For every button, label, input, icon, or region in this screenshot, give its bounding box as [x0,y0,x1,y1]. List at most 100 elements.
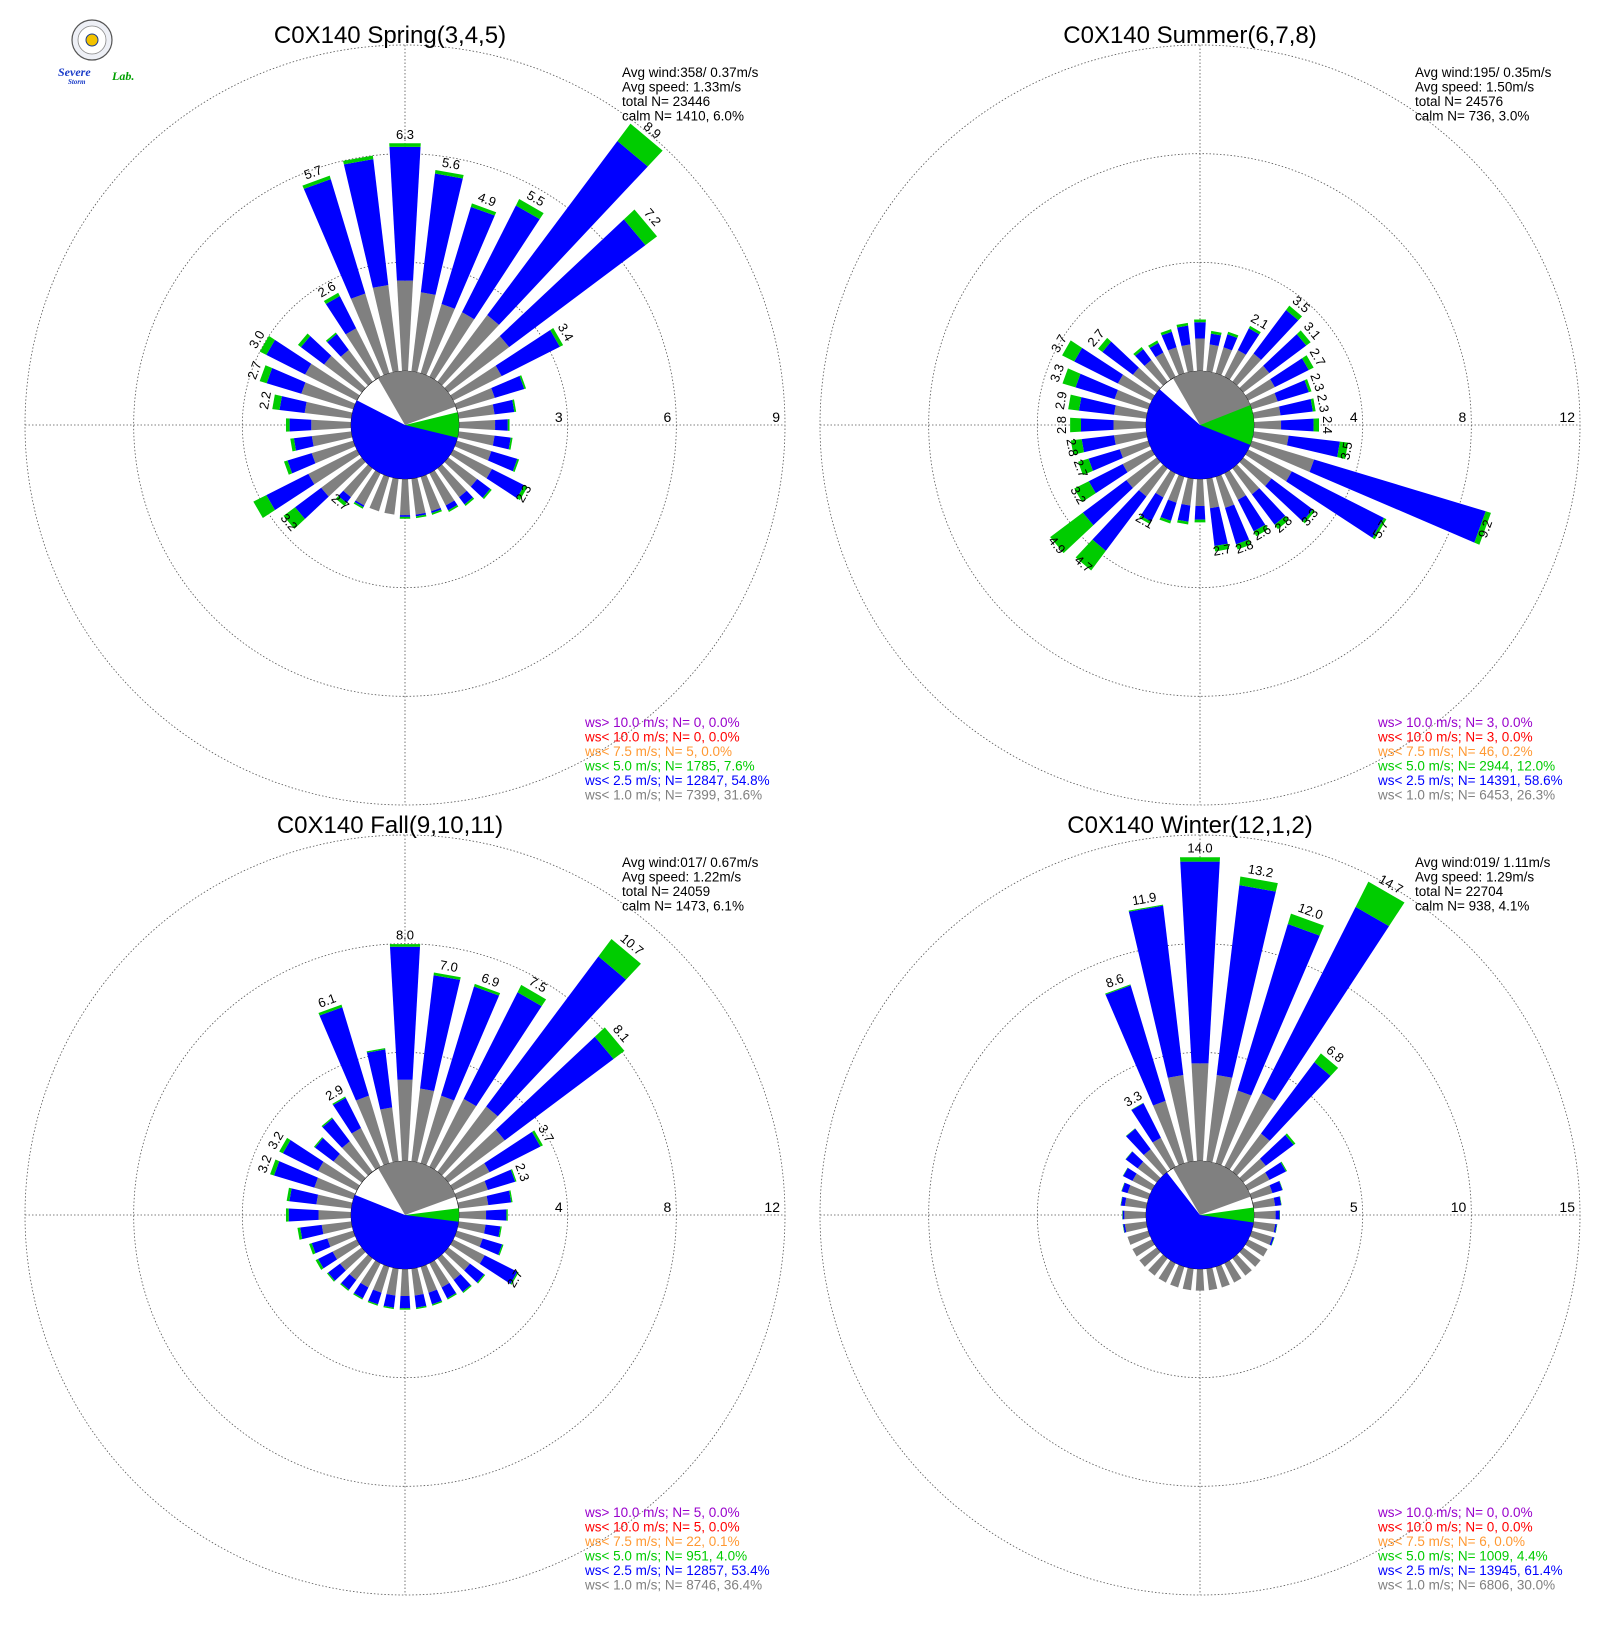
bar-gray [1191,1063,1209,1162]
bar-green [366,1048,386,1053]
bar-gray [355,470,381,506]
bar-gray [311,440,356,464]
bar-green [1125,1151,1133,1160]
bar-gray [450,449,492,479]
bar-gray [301,382,356,410]
bar-gray [454,1180,488,1200]
bar-value-label: 5.6 [441,155,461,173]
bar-green [516,485,528,501]
bar-gray [437,464,467,498]
bar-gray [1143,1149,1168,1176]
bar-green [1210,330,1222,336]
bar-gray [420,1095,455,1166]
bar-green [302,175,331,189]
bar-gray [420,474,441,512]
bar-blue [484,1169,516,1190]
bar-value-label: 3.3 [1047,362,1067,384]
bar-gray [1239,365,1270,393]
legend-entry: ws< 7.5 m/s; N= 5, 0.0% [584,744,732,759]
legend-entry: ws< 2.5 m/s; N= 14391, 58.6% [1377,773,1563,788]
bar-blue [295,487,329,519]
panel-title: C0X140 Summer(6,7,8) [1063,22,1316,49]
bar-blue [399,515,411,517]
bar-green [1139,515,1152,525]
bar-blue [492,399,515,415]
calm-pie-gray [378,371,456,425]
bar-value-label: 2.3 [512,1161,532,1183]
bar-green [1160,329,1172,336]
bar-value-label: 4.9 [476,189,498,209]
windrose-panel-3: 4 8 128.07.06.9 7.510.78.13.72.32.73.23.22.… [24,812,786,1596]
bar-blue [415,512,427,517]
calm-pie-blue [350,400,459,479]
bar-gray [1224,1093,1275,1170]
bar-gray [1155,470,1176,498]
windrose-panel-4: 5 10 1514.013.212.014.76.83.38.611.9C0X140… [819,812,1581,1596]
bar-blue [399,1296,411,1309]
calm-pie-green [405,412,459,426]
bar-gray [458,1210,487,1220]
bar-green [1105,984,1131,995]
bar-gray [1252,406,1281,419]
bar-blue [1279,399,1313,416]
bar-green [253,495,275,519]
radial-tick-label: 10 [1451,1199,1467,1215]
radial-tick-label: 12 [764,1199,780,1215]
bar-gray [411,292,436,373]
bar-blue [464,1263,485,1283]
bar-blue [1209,333,1222,346]
bar-gray [1153,1100,1185,1166]
bar-gray [1224,1260,1242,1283]
bar-gray [1139,1247,1161,1267]
bar-gray [429,1260,450,1288]
bar-gray [1239,1247,1261,1267]
bar-green [509,1190,513,1203]
bar-gray [454,388,495,410]
bar-value-label: 2.8 [1063,437,1081,457]
calm-pie-green [405,1215,459,1222]
bar-blue [353,1282,369,1299]
bar-gray [1181,477,1194,506]
bar-value-label: 8.6 [1104,970,1126,990]
bar-green [285,1208,289,1222]
bar-blue [1160,499,1177,521]
bar-gray [1249,1230,1273,1245]
bar-blue [1075,373,1118,400]
bar-green [477,1274,486,1284]
bar-green [1271,1237,1275,1246]
bar-blue [1274,380,1309,402]
bar-blue [470,479,491,498]
bar-blue [1259,1134,1294,1166]
bar-blue [487,451,518,472]
bar-blue [319,1007,369,1101]
bar-green [506,1209,508,1221]
bar-gray [429,312,475,380]
bar-blue [341,1274,357,1290]
bar-green [1180,857,1220,862]
bar-gray [1245,1172,1270,1191]
bar-gray [444,1247,470,1271]
bar-gray [437,1254,461,1280]
bar-green [482,488,492,500]
bar-blue [303,179,366,299]
bar-green [399,1308,411,1310]
bar-gray [1168,347,1185,376]
bar-blue [328,1263,346,1281]
bar-green [617,123,663,167]
bar-blue [1088,464,1128,494]
bar-blue [492,435,511,450]
bar-green [1302,355,1314,371]
bar-blue [266,368,306,394]
bar-green [550,327,564,347]
stat-line: Avg wind:017/ 0.67m/s [622,855,759,870]
bar-gray [1114,431,1148,445]
bar-blue [1286,435,1340,458]
bar-green [508,437,513,450]
bar-value-label: 2.7 [244,359,264,381]
bar-gray [1132,1173,1155,1191]
legend-entry: ws> 10.0 m/s; N= 0, 0.0% [1377,1505,1533,1520]
bar-gray [1249,393,1278,410]
bar-blue [289,1188,319,1205]
bar-gray [1245,379,1275,401]
